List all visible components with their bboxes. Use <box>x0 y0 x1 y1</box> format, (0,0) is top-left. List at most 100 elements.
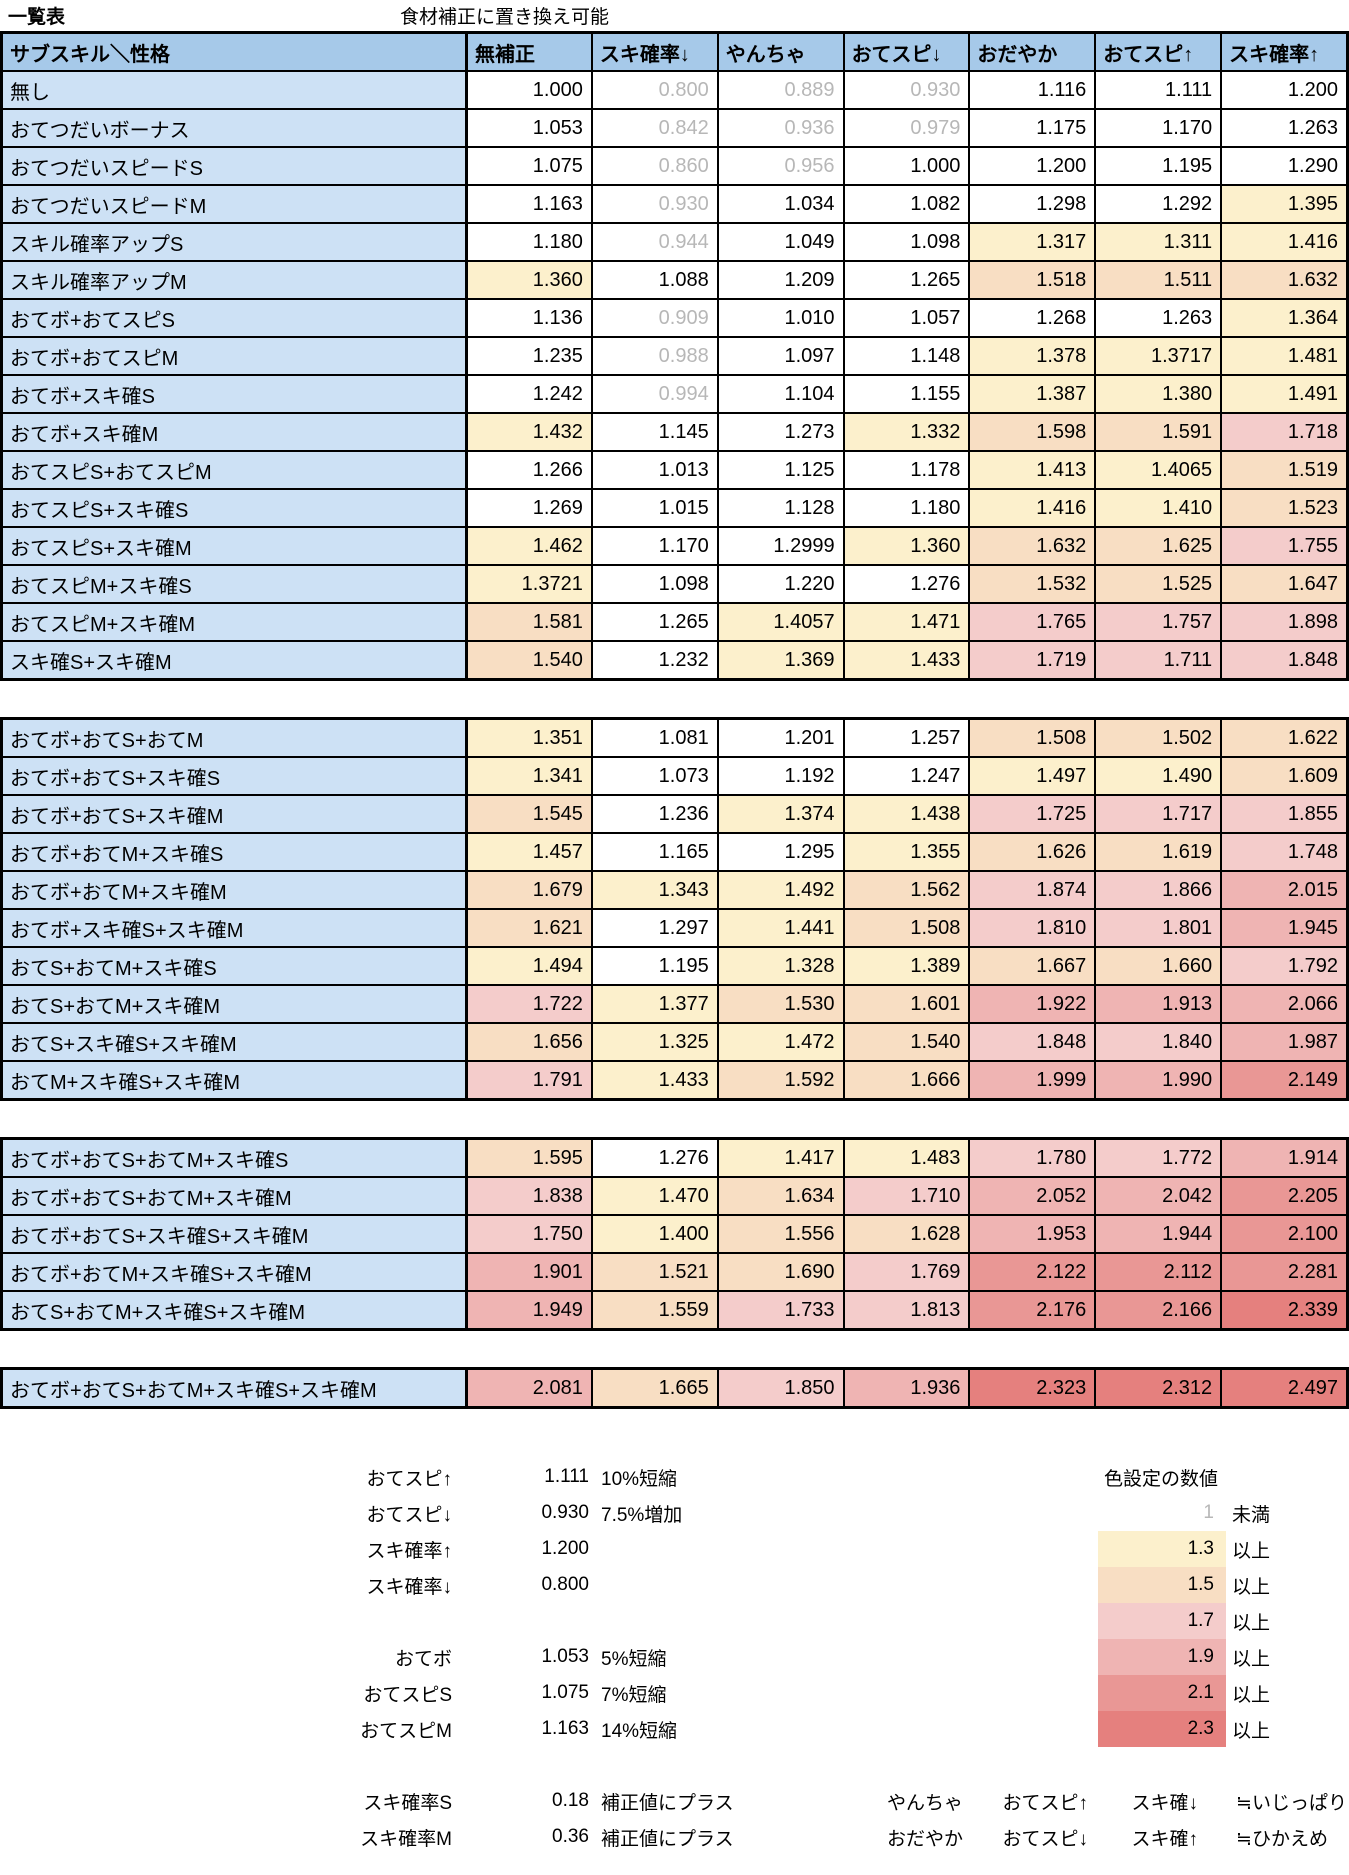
value-cell[interactable]: 1.987 <box>1220 1024 1346 1060</box>
row-label[interactable]: おてつだいスピードM <box>3 186 465 222</box>
value-cell[interactable]: 1.471 <box>842 604 969 640</box>
value-cell[interactable]: 1.192 <box>716 758 843 794</box>
value-cell[interactable]: 1.791 <box>465 1062 591 1098</box>
value-cell[interactable]: 1.592 <box>716 1062 843 1098</box>
value-cell[interactable]: 1.416 <box>1220 224 1346 260</box>
value-cell[interactable]: 2.176 <box>968 1292 1095 1328</box>
value-cell[interactable]: 1.901 <box>465 1254 591 1290</box>
value-cell[interactable]: 1.626 <box>968 834 1095 870</box>
value-cell[interactable]: 1.332 <box>842 414 969 450</box>
value-cell[interactable]: 1.180 <box>842 490 969 526</box>
value-cell[interactable]: 1.116 <box>968 72 1095 108</box>
value-cell[interactable]: 1.295 <box>716 834 843 870</box>
row-label[interactable]: おてボ+スキ確M <box>3 414 465 450</box>
row-label[interactable]: おてボ+おてS+スキ確S <box>3 758 465 794</box>
row-label[interactable]: おてボ+おてS+おてM+スキ確S <box>3 1140 465 1176</box>
value-cell[interactable]: 2.497 <box>1220 1370 1346 1406</box>
value-cell[interactable]: 0.944 <box>590 224 717 260</box>
value-cell[interactable]: 1.765 <box>968 604 1095 640</box>
value-cell[interactable]: 1.433 <box>590 1062 717 1098</box>
column-header[interactable]: おだやか <box>968 34 1095 70</box>
value-cell[interactable]: 2.281 <box>1220 1254 1346 1290</box>
row-label[interactable]: おてスピS+スキ確S <box>3 490 465 526</box>
value-cell[interactable]: 1.530 <box>716 986 843 1022</box>
value-cell[interactable]: 2.339 <box>1220 1292 1346 1328</box>
value-cell[interactable]: 1.457 <box>465 834 591 870</box>
value-cell[interactable]: 1.170 <box>590 528 717 564</box>
value-cell[interactable]: 2.205 <box>1220 1178 1346 1214</box>
value-cell[interactable]: 2.100 <box>1220 1216 1346 1252</box>
value-cell[interactable]: 1.013 <box>590 452 717 488</box>
value-cell[interactable]: 1.4057 <box>716 604 843 640</box>
value-cell[interactable]: 1.591 <box>1094 414 1221 450</box>
row-label[interactable]: スキル確率アップM <box>3 262 465 298</box>
row-label[interactable]: おてS+スキ確S+スキ確M <box>3 1024 465 1060</box>
value-cell[interactable]: 1.268 <box>968 300 1095 336</box>
value-cell[interactable]: 1.374 <box>716 796 843 832</box>
value-cell[interactable]: 1.201 <box>716 720 843 756</box>
value-cell[interactable]: 1.441 <box>716 910 843 946</box>
value-cell[interactable]: 1.082 <box>842 186 969 222</box>
value-cell[interactable]: 2.015 <box>1220 872 1346 908</box>
value-cell[interactable]: 1.598 <box>968 414 1095 450</box>
value-cell[interactable]: 1.595 <box>465 1140 591 1176</box>
value-cell[interactable]: 1.273 <box>716 414 843 450</box>
value-cell[interactable]: 1.666 <box>842 1062 969 1098</box>
value-cell[interactable]: 1.364 <box>1220 300 1346 336</box>
value-cell[interactable]: 1.494 <box>465 948 591 984</box>
row-label[interactable]: おてつだいスピードS <box>3 148 465 184</box>
value-cell[interactable]: 1.769 <box>842 1254 969 1290</box>
value-cell[interactable]: 1.757 <box>1094 604 1221 640</box>
value-cell[interactable]: 0.988 <box>590 338 717 374</box>
value-cell[interactable]: 1.417 <box>716 1140 843 1176</box>
row-label[interactable]: おてボ+おてS+おてM+スキ確M <box>3 1178 465 1214</box>
value-cell[interactable]: 1.276 <box>842 566 969 602</box>
column-header[interactable]: おてスピ↑ <box>1094 34 1221 70</box>
value-cell[interactable]: 1.057 <box>842 300 969 336</box>
row-label[interactable]: おてS+おてM+スキ確M <box>3 986 465 1022</box>
value-cell[interactable]: 1.432 <box>465 414 591 450</box>
value-cell[interactable]: 1.015 <box>590 490 717 526</box>
row-label[interactable]: おてボ+おてS+おてM <box>3 720 465 756</box>
value-cell[interactable]: 1.263 <box>1094 300 1221 336</box>
value-cell[interactable]: 1.733 <box>716 1292 843 1328</box>
value-cell[interactable]: 0.860 <box>590 148 717 184</box>
value-cell[interactable]: 1.438 <box>842 796 969 832</box>
value-cell[interactable]: 2.122 <box>968 1254 1095 1290</box>
value-cell[interactable]: 1.081 <box>590 720 717 756</box>
value-cell[interactable]: 1.175 <box>968 110 1095 146</box>
value-cell[interactable]: 1.792 <box>1220 948 1346 984</box>
value-cell[interactable]: 1.719 <box>968 642 1095 678</box>
value-cell[interactable]: 1.148 <box>842 338 969 374</box>
value-cell[interactable]: 1.632 <box>1220 262 1346 298</box>
row-label[interactable]: おてボ+おてS+おてM+スキ確S+スキ確M <box>3 1370 465 1406</box>
value-cell[interactable]: 1.290 <box>1220 148 1346 184</box>
row-label[interactable]: おてスピM+スキ確M <box>3 604 465 640</box>
value-cell[interactable]: 1.748 <box>1220 834 1346 870</box>
value-cell[interactable]: 0.930 <box>842 72 969 108</box>
column-header[interactable]: スキ確率↑ <box>1220 34 1346 70</box>
value-cell[interactable]: 2.312 <box>1094 1370 1221 1406</box>
value-cell[interactable]: 1.389 <box>842 948 969 984</box>
value-cell[interactable]: 1.755 <box>1220 528 1346 564</box>
value-cell[interactable]: 1.360 <box>842 528 969 564</box>
value-cell[interactable]: 0.956 <box>716 148 843 184</box>
value-cell[interactable]: 1.840 <box>1094 1024 1221 1060</box>
corner-header[interactable]: サブスキル＼性格 <box>3 34 465 70</box>
value-cell[interactable]: 1.508 <box>968 720 1095 756</box>
value-cell[interactable]: 1.660 <box>1094 948 1221 984</box>
value-cell[interactable]: 1.898 <box>1220 604 1346 640</box>
value-cell[interactable]: 1.953 <box>968 1216 1095 1252</box>
value-cell[interactable]: 1.667 <box>968 948 1095 984</box>
value-cell[interactable]: 0.909 <box>590 300 717 336</box>
row-label[interactable]: おてボ+おてS+スキ確M <box>3 796 465 832</box>
value-cell[interactable]: 1.195 <box>590 948 717 984</box>
value-cell[interactable]: 1.311 <box>1094 224 1221 260</box>
value-cell[interactable]: 2.149 <box>1220 1062 1346 1098</box>
value-cell[interactable]: 2.042 <box>1094 1178 1221 1214</box>
value-cell[interactable]: 0.979 <box>842 110 969 146</box>
row-label[interactable]: おてボ+スキ確S+スキ確M <box>3 910 465 946</box>
value-cell[interactable]: 1.850 <box>716 1370 843 1406</box>
value-cell[interactable]: 1.180 <box>465 224 591 260</box>
value-cell[interactable]: 1.838 <box>465 1178 591 1214</box>
